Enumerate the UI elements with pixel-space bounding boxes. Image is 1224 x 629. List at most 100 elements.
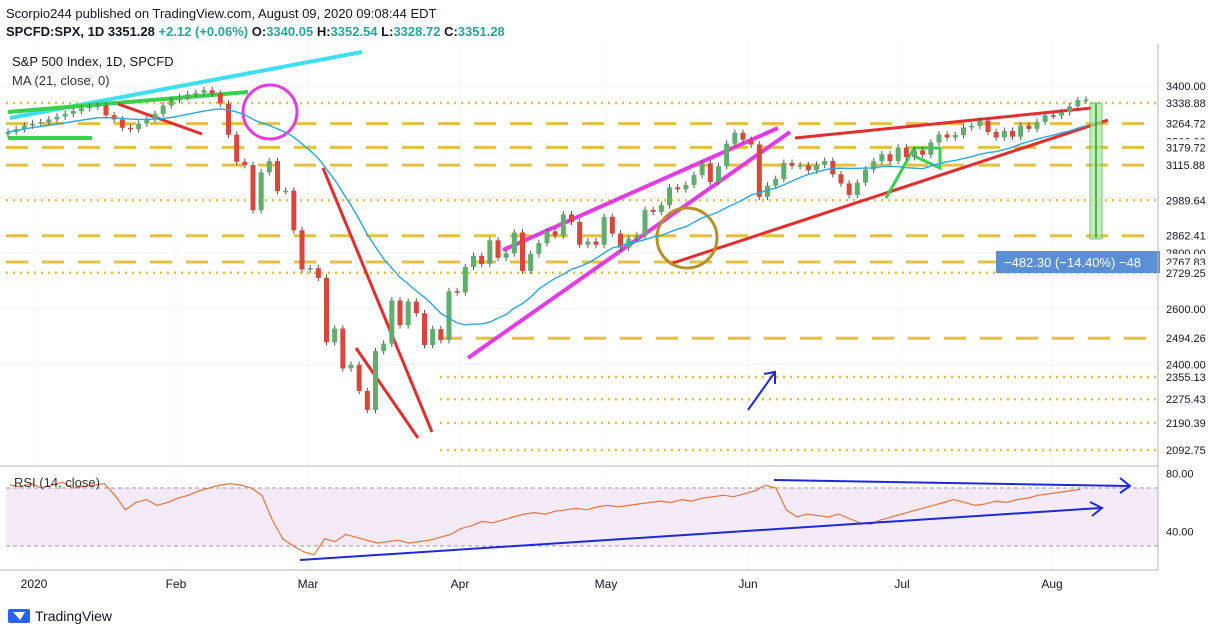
candle-body <box>536 243 542 254</box>
candle-body <box>1083 99 1089 102</box>
grid <box>0 44 1158 570</box>
candle-body <box>242 161 248 166</box>
arrow-blue-up-head <box>763 370 776 384</box>
candle-body <box>503 253 509 258</box>
level-label: 2494.26 <box>1166 333 1206 345</box>
candle-body <box>936 134 942 143</box>
rsi-panel: 80.00 40.00 <box>0 465 1194 561</box>
candle-body <box>520 232 525 271</box>
rsi-line <box>9 481 1081 556</box>
rsi-tick-label: 80.00 <box>1166 469 1194 481</box>
candle-body <box>250 165 256 211</box>
candle-body <box>364 390 370 410</box>
candle-body <box>405 301 411 326</box>
candle-body <box>732 132 738 144</box>
candle-body <box>618 233 623 248</box>
rsi-trend-lower-head <box>1089 501 1104 517</box>
level-label: 3179.72 <box>1166 142 1206 154</box>
candle-body <box>160 105 166 114</box>
measure-box: −482.30 (−14.40%) −48 <box>996 102 1160 273</box>
candle-body <box>740 132 746 140</box>
candle-body <box>552 231 558 236</box>
candle-body <box>895 147 901 162</box>
level-label-bg <box>1160 115 1218 132</box>
candle-body <box>789 162 795 166</box>
candle-body <box>871 161 877 170</box>
candle-body <box>462 267 468 293</box>
candle-body <box>658 205 664 212</box>
level-label-bg <box>1160 442 1218 459</box>
candle-body <box>177 97 182 100</box>
candle-body <box>1018 125 1024 137</box>
candle-body <box>773 179 779 186</box>
last-price: 3351.28 <box>107 24 155 39</box>
candle-body <box>528 253 534 271</box>
level-label: 3264.72 <box>1166 119 1206 131</box>
level-label: 2092.75 <box>1166 445 1206 457</box>
high-label: H: <box>316 24 331 39</box>
candle-body <box>234 134 240 162</box>
x-tick-label: May <box>595 577 618 591</box>
candle-body <box>601 216 607 245</box>
rsi-trend-lower <box>299 507 1101 561</box>
candle-body <box>846 183 852 195</box>
low-value: 3328.72 <box>393 24 441 39</box>
candle-body <box>479 255 485 264</box>
candle-body <box>863 169 868 183</box>
candle-body <box>356 364 362 391</box>
level-label: 3338.88 <box>1166 98 1206 110</box>
candle-body <box>136 123 142 130</box>
price-axis[interactable]: 3400.003200.003000.002800.002600.002400.… <box>1157 44 1218 570</box>
y-tick-label: 2600.00 <box>1166 304 1206 316</box>
open-label: O: <box>251 24 267 39</box>
level-label-bg <box>1160 95 1218 112</box>
candle-body <box>920 150 926 155</box>
candle-body <box>650 209 656 212</box>
level-label-bg <box>1160 391 1218 408</box>
candle-body <box>675 187 681 190</box>
y-tick-label: 2400.00 <box>1166 360 1206 372</box>
candle-body <box>438 329 444 340</box>
candle-body <box>838 174 844 184</box>
level-label-bg <box>1160 157 1218 174</box>
candle-body <box>667 187 672 206</box>
candle-body <box>275 161 280 191</box>
candle-body <box>609 216 615 234</box>
x-tick-label: 2020 <box>21 577 48 591</box>
candle-body <box>985 120 991 132</box>
candle-body <box>683 184 689 190</box>
candle-body <box>46 119 52 123</box>
candle-body <box>585 241 591 245</box>
candle-body <box>373 351 378 410</box>
candle-body <box>781 162 787 180</box>
brand-name: TradingView <box>35 608 113 624</box>
rsi-tick-label: 40.00 <box>1166 527 1194 539</box>
symbol: SPCFD:SPX, 1D <box>6 24 105 39</box>
candle-body <box>569 214 574 222</box>
candle-body <box>340 328 346 369</box>
candle-body <box>560 214 566 236</box>
candle-body <box>977 120 983 126</box>
footer-brand[interactable]: TradingView <box>8 608 112 624</box>
candle-body <box>30 123 35 126</box>
x-tick-label: Apr <box>451 577 470 591</box>
candle-body <box>928 142 934 155</box>
x-tick-label: Feb <box>166 577 187 591</box>
candle-body <box>707 163 713 183</box>
candle-body <box>446 291 452 340</box>
candle-body <box>291 190 297 231</box>
arrow-blue-up <box>747 371 776 411</box>
candle-body <box>258 172 264 211</box>
candle-body <box>642 209 648 236</box>
candle-body <box>62 113 68 117</box>
candles <box>5 86 1089 414</box>
trend-drawings <box>7 50 1109 439</box>
candle-body <box>324 277 329 343</box>
time-axis[interactable]: 2020 Feb Mar Apr May Jun Jul Aug <box>0 569 1158 591</box>
y-tick-label: 3400.00 <box>1166 81 1206 93</box>
candle-body <box>854 182 860 195</box>
x-tick-label: Jun <box>738 577 757 591</box>
open-value: 3340.05 <box>266 24 314 39</box>
candle-body <box>765 185 770 197</box>
